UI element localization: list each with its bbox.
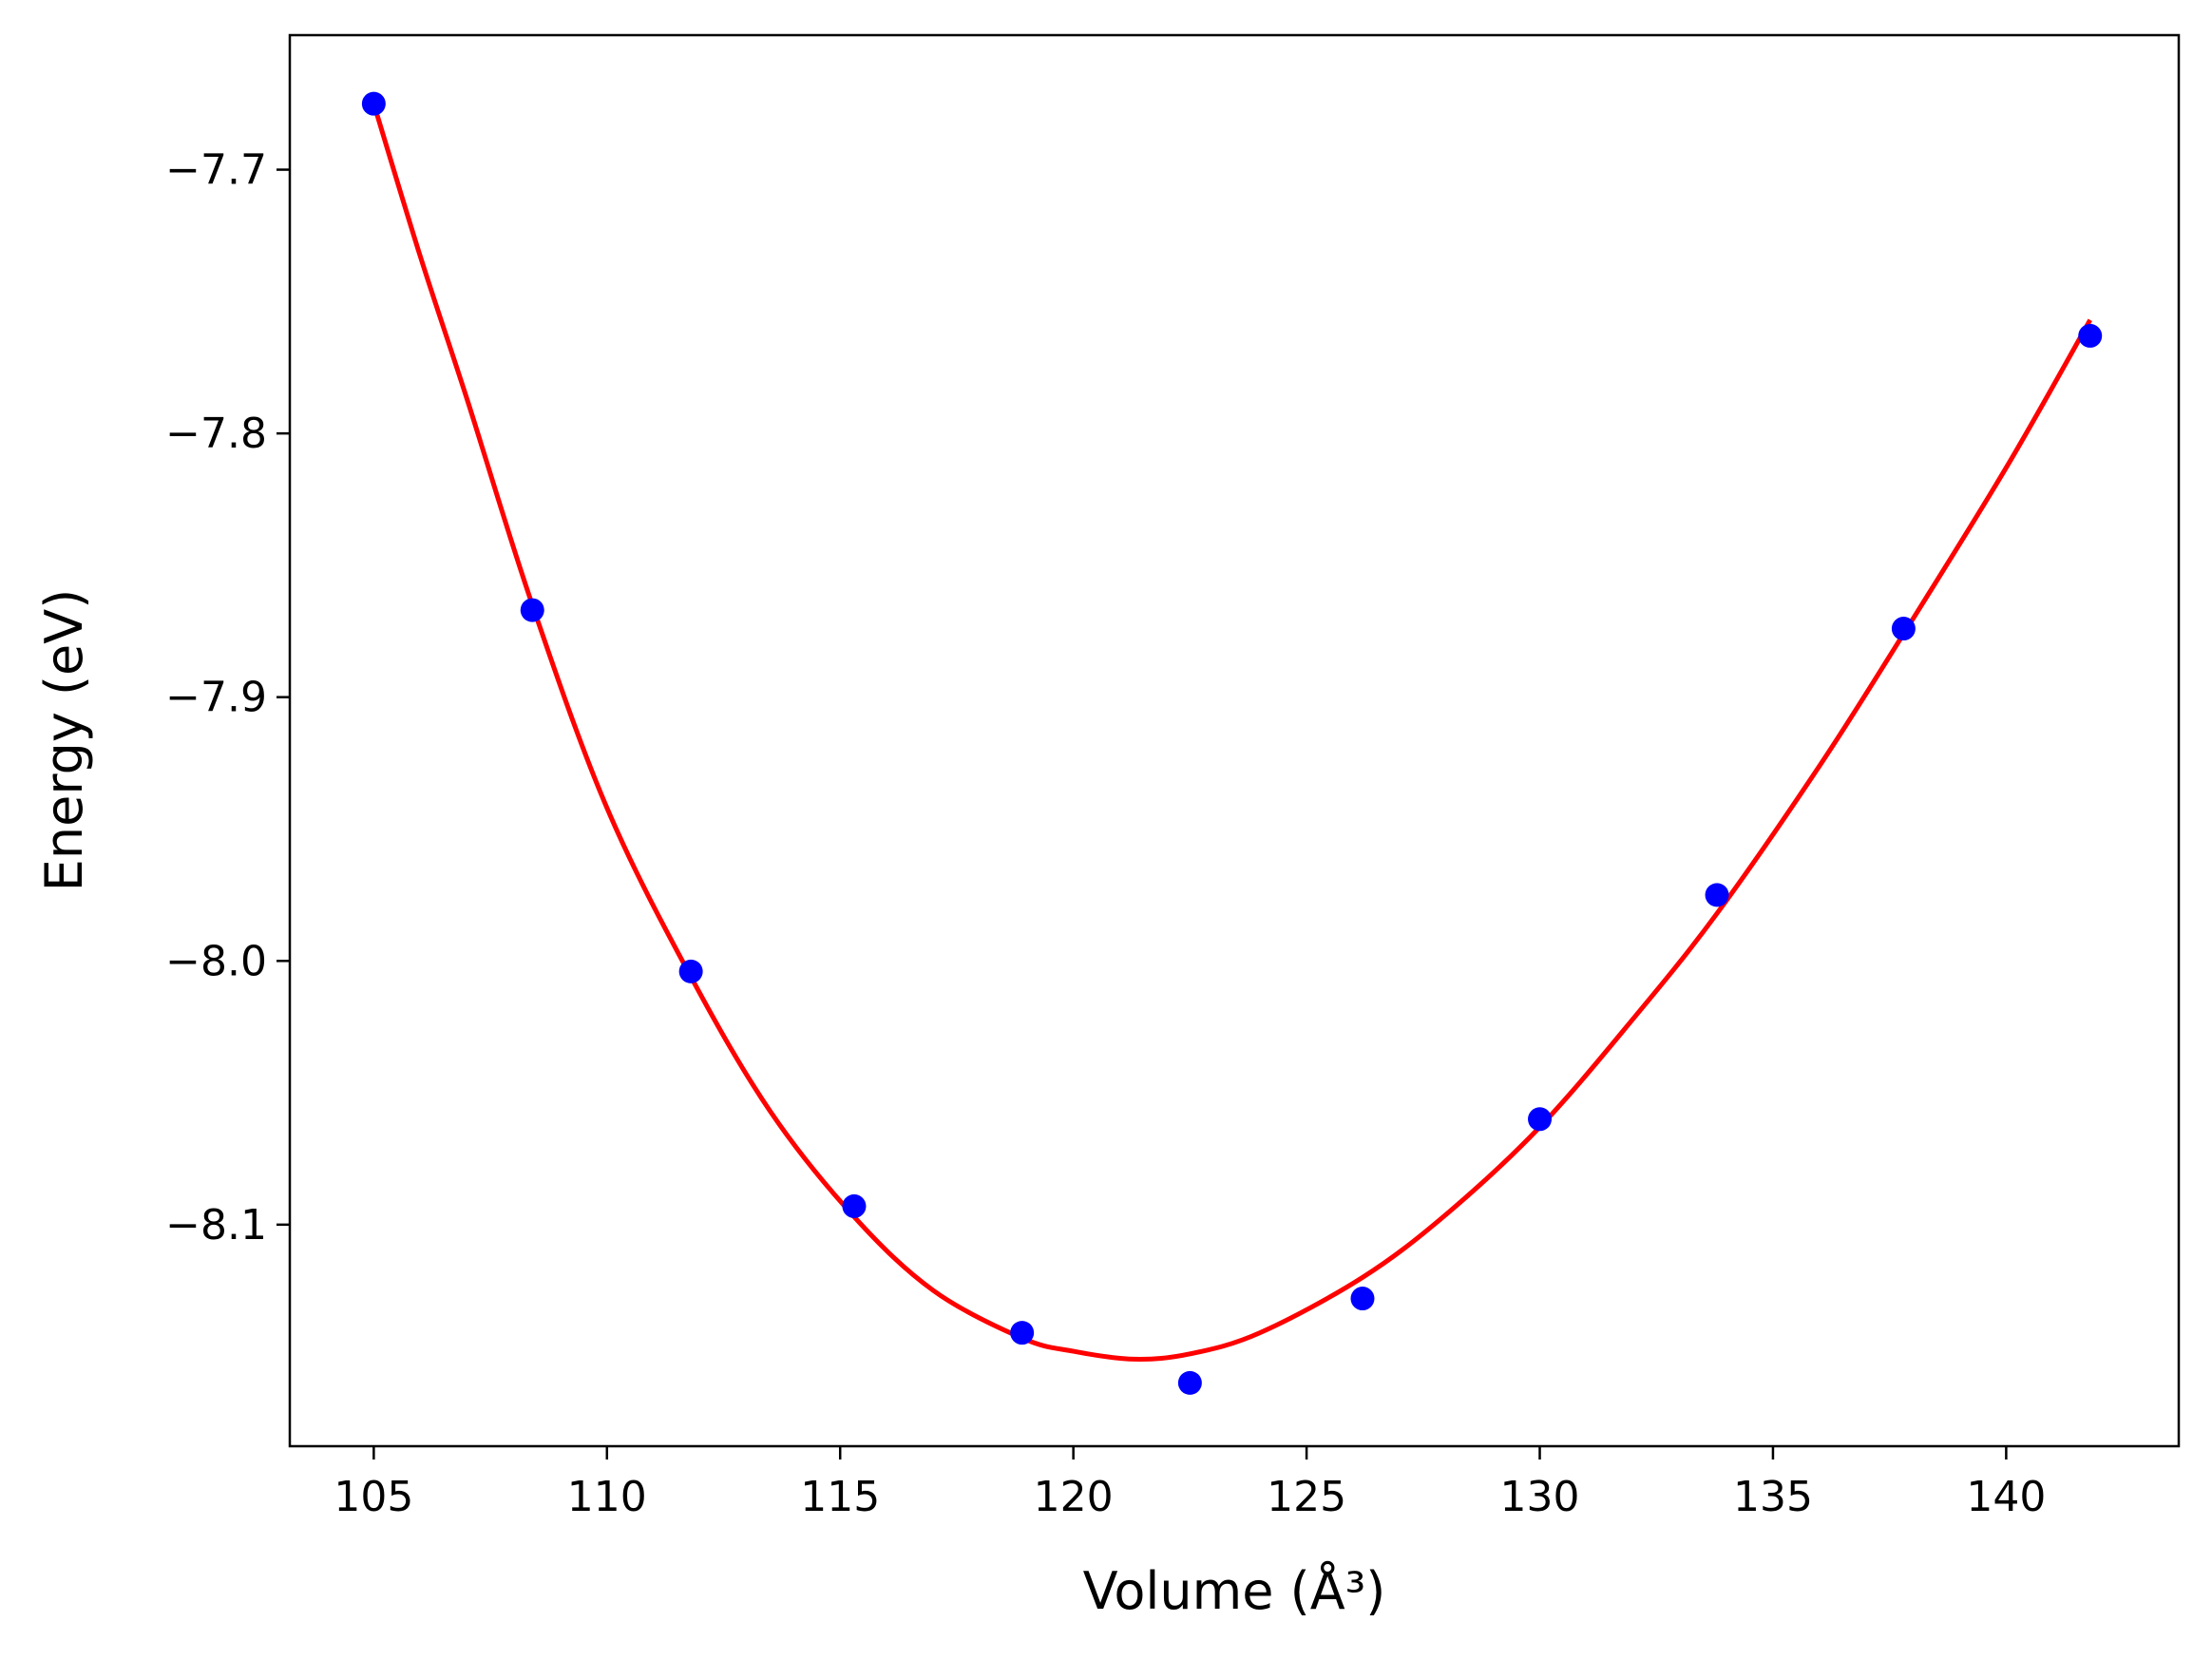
data-point bbox=[678, 959, 703, 983]
y-axis-label: Energy (eV) bbox=[34, 589, 94, 892]
y-tick-label: −8.1 bbox=[165, 1201, 267, 1250]
x-axis-ticks: 105 110 115 120 125 130 135 140 bbox=[334, 1446, 2046, 1521]
x-tick-label: 105 bbox=[334, 1473, 413, 1521]
fit-curve-layer bbox=[371, 103, 2092, 1362]
data-point bbox=[2078, 323, 2103, 348]
y-tick-label: −7.7 bbox=[165, 146, 267, 195]
y-tick-label: −7.8 bbox=[165, 410, 267, 458]
fit-curve-line bbox=[371, 103, 2092, 1362]
data-point bbox=[1705, 883, 1729, 907]
y-tick-label: −7.9 bbox=[165, 674, 267, 722]
data-point bbox=[1891, 617, 1916, 641]
data-point bbox=[520, 598, 544, 622]
x-tick-label: 115 bbox=[800, 1473, 880, 1521]
data-point bbox=[1350, 1287, 1375, 1311]
x-tick-label: 140 bbox=[1966, 1473, 2046, 1521]
y-axis-ticks: −7.7 −7.8 −7.9 −8.0 −8.1 bbox=[165, 146, 290, 1250]
x-tick-label: 135 bbox=[1733, 1473, 1813, 1521]
plot-frame bbox=[288, 33, 2181, 1448]
data-point bbox=[1528, 1107, 1553, 1132]
y-tick-label: −8.0 bbox=[165, 937, 267, 985]
data-point bbox=[361, 91, 386, 116]
x-tick-label: 130 bbox=[1500, 1473, 1580, 1521]
x-axis-label: Volume (Å³) bbox=[1083, 1560, 1386, 1621]
data-points-layer bbox=[361, 91, 2103, 1395]
data-point bbox=[842, 1193, 867, 1218]
data-point bbox=[1010, 1321, 1035, 1345]
x-tick-label: 110 bbox=[567, 1473, 647, 1521]
x-tick-label: 125 bbox=[1267, 1473, 1346, 1521]
data-point bbox=[1177, 1370, 1202, 1395]
x-tick-label: 120 bbox=[1034, 1473, 1114, 1521]
